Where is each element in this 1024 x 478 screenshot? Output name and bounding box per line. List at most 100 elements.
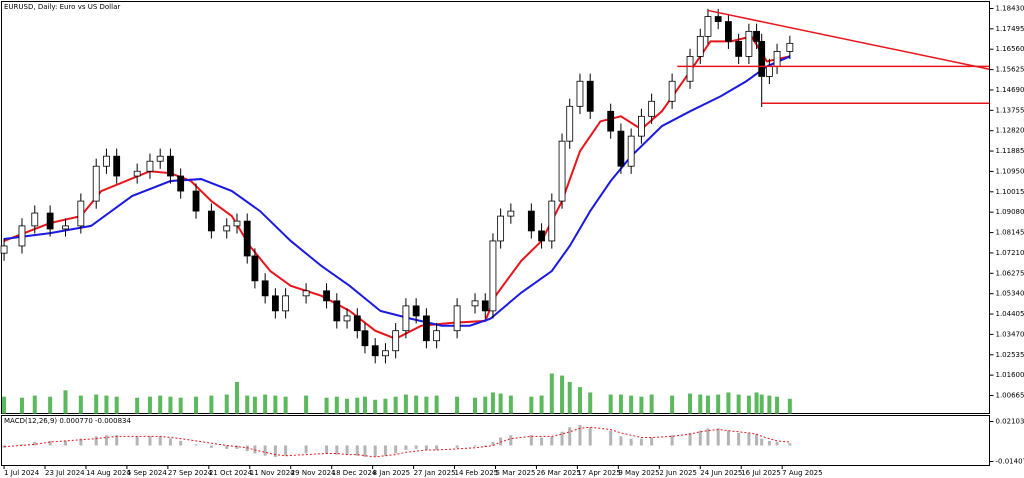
candle-body xyxy=(558,140,566,202)
volume-bar xyxy=(304,395,309,414)
volume-bar xyxy=(393,396,398,414)
candle-body xyxy=(31,212,39,227)
macd-bar xyxy=(499,437,503,446)
candle-body xyxy=(527,210,535,232)
x-tick-label: 5 Sep 2024 xyxy=(127,469,167,477)
candle-body xyxy=(302,290,310,297)
volume-bar xyxy=(483,396,488,414)
macd-bar xyxy=(788,443,792,446)
y-tick-label: 1.12820 xyxy=(996,127,1024,135)
volume-bar xyxy=(424,396,429,414)
volume-bar xyxy=(759,394,764,414)
macd-bar xyxy=(209,445,213,448)
volume-bar xyxy=(19,397,24,414)
macd-bar xyxy=(225,445,229,449)
volume-bar xyxy=(705,395,710,414)
volume-bar xyxy=(649,394,654,414)
candle-body xyxy=(786,42,794,52)
macd-bar xyxy=(63,440,67,446)
macd-bar xyxy=(158,436,162,446)
y-tick-label: 1.08145 xyxy=(996,229,1024,237)
macd-bar xyxy=(424,445,428,451)
price-panel-frame xyxy=(1,1,990,414)
candle-body xyxy=(548,200,556,242)
candle-body xyxy=(607,110,615,132)
candle-body xyxy=(704,16,712,37)
candle-body xyxy=(46,212,54,230)
macd-bar xyxy=(245,445,249,452)
volume-bar xyxy=(473,397,478,414)
volume-bar xyxy=(234,381,239,414)
x-tick-label: 18 Dec 2024 xyxy=(332,469,377,477)
macd-bar xyxy=(394,445,398,454)
candle-body xyxy=(156,155,164,162)
candle-body xyxy=(617,130,625,167)
macd-bar xyxy=(304,445,308,454)
volume-bar xyxy=(455,396,460,414)
y-tick-label: 1.09080 xyxy=(996,208,1024,216)
candle-body xyxy=(758,40,766,77)
macd-bar xyxy=(363,445,367,457)
macd-bar xyxy=(94,436,98,446)
macd-bar xyxy=(588,427,592,446)
trendline xyxy=(707,9,990,70)
volume-bar xyxy=(577,387,582,414)
macd-signal xyxy=(4,426,790,458)
x-tick-label: 1 Jul 2024 xyxy=(4,469,40,477)
macd-bar xyxy=(747,432,751,446)
candle-body xyxy=(223,225,231,232)
y-tick-label: 1.11885 xyxy=(996,147,1024,155)
volume-bar xyxy=(736,394,741,414)
macd-bar xyxy=(104,435,108,446)
macd-bar xyxy=(726,430,730,446)
candle-body xyxy=(765,66,773,77)
candle-body xyxy=(343,315,351,322)
volume-bar xyxy=(508,395,513,414)
volume-bar xyxy=(224,394,229,414)
candle-body xyxy=(471,300,479,307)
candle-body xyxy=(92,165,100,202)
macd-bar xyxy=(760,438,764,446)
macd-bar xyxy=(20,444,24,446)
macd-bar xyxy=(48,440,52,446)
candle-body xyxy=(133,170,141,177)
macd-bar xyxy=(560,431,564,446)
volume-bar xyxy=(245,395,250,414)
x-tick-label: 5 Mar 2025 xyxy=(496,469,536,477)
macd-bar xyxy=(345,445,349,455)
volume-bar xyxy=(726,392,731,414)
candle-body xyxy=(696,35,704,57)
candle-body xyxy=(481,300,489,312)
volume-bar xyxy=(355,397,360,414)
candle-body xyxy=(497,215,505,242)
macd-bar xyxy=(115,435,119,446)
candle-body xyxy=(753,30,760,42)
volume-bar xyxy=(194,396,199,414)
y-tick-label: 1.14690 xyxy=(996,86,1024,94)
volume-bar xyxy=(498,393,503,414)
volume-bar xyxy=(434,395,439,414)
macd-bar xyxy=(670,435,674,446)
candle-body xyxy=(251,255,259,282)
macd-bar xyxy=(550,436,554,446)
macd-bar xyxy=(578,424,582,446)
candle-body xyxy=(261,280,269,297)
candle-body xyxy=(62,225,69,230)
candle-body xyxy=(361,330,369,347)
volume-bar xyxy=(567,381,572,414)
volume-bar xyxy=(263,394,268,414)
macd-bar xyxy=(284,445,288,456)
macd-bar xyxy=(414,445,418,449)
candle-body xyxy=(745,30,753,57)
volume-bar xyxy=(334,396,339,414)
y-tick-label: 1.17495 xyxy=(996,25,1024,33)
macd-bar xyxy=(716,428,720,446)
candle-body xyxy=(207,210,215,232)
x-tick-label: 29 Nov 2024 xyxy=(291,469,336,477)
x-tick-label: 8 Jan 2025 xyxy=(373,469,411,477)
y-tick-label: 1.10015 xyxy=(996,188,1024,196)
candle-body xyxy=(412,305,420,317)
candle-body xyxy=(146,160,154,172)
volume-bar xyxy=(767,395,772,414)
volume-bar xyxy=(414,395,419,414)
